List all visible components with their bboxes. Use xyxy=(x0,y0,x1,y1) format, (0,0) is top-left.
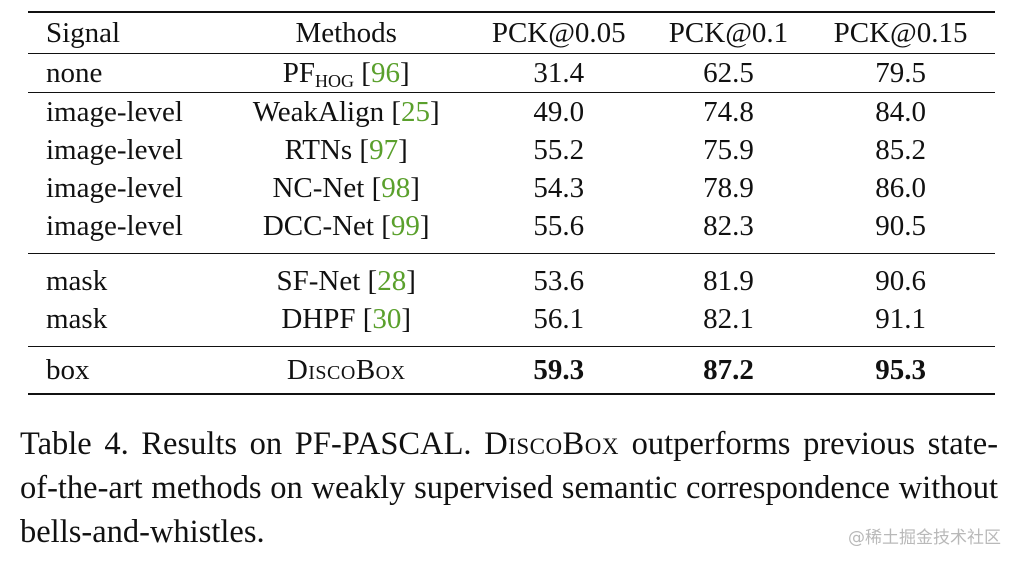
caption-prefix: Table 4. Results on PF-PASCAL. xyxy=(20,426,485,462)
citation-link[interactable]: 98 xyxy=(381,171,411,204)
header-signal: Signal xyxy=(28,11,226,54)
table-row: none PFHOG [96] 31.4 62.5 79.5 xyxy=(28,53,995,93)
table-row: image-level WeakAlign [25] 49.0 74.8 84.… xyxy=(28,92,995,131)
caption-method-name: DiscoBox xyxy=(484,426,619,462)
pck-015-cell: 90.6 xyxy=(806,253,995,300)
header-pck-01: PCK@0.1 xyxy=(650,11,807,54)
pck-015-cell: 95.3 xyxy=(806,346,995,395)
method-cell: WeakAlign [25] xyxy=(225,92,467,131)
table-row: image-level DCC-Net [99] 55.6 82.3 90.5 xyxy=(28,207,995,254)
table-row: image-level RTNs [97] 55.2 75.9 85.2 xyxy=(28,131,995,169)
method-cell: PFHOG [96] xyxy=(225,53,467,93)
signal-cell: mask xyxy=(28,253,226,300)
table-row: image-level NC-Net [98] 54.3 78.9 86.0 xyxy=(28,169,995,207)
method-cell: NC-Net [98] xyxy=(272,171,420,204)
method-cell: DHPF [30] xyxy=(281,302,412,335)
header-pck-005: PCK@0.05 xyxy=(466,11,651,54)
pck-01-cell: 62.5 xyxy=(650,53,807,93)
signal-cell: box xyxy=(28,346,226,395)
pck-005-cell: 53.6 xyxy=(466,253,651,300)
citation-link[interactable]: 30 xyxy=(372,302,402,335)
citation-link[interactable]: 99 xyxy=(390,209,420,242)
method-cell: RTNs [97] xyxy=(284,133,408,166)
citation-link[interactable]: 25 xyxy=(401,95,430,128)
pck-015-cell: 91.1 xyxy=(875,302,926,335)
table-header-row: Signal Methods PCK@0.05 PCK@0.1 PCK@0.15 xyxy=(28,11,995,54)
method-name: DCC-Net xyxy=(262,209,374,242)
signal-cell: image-level xyxy=(46,133,183,166)
citation-link[interactable]: 96 xyxy=(370,56,400,89)
pck-005-cell: 56.1 xyxy=(533,302,585,335)
citation-link[interactable]: 97 xyxy=(369,133,399,166)
pck-01-cell: 81.9 xyxy=(650,253,807,300)
pck-015-cell: 86.0 xyxy=(875,171,926,204)
signal-cell: image-level xyxy=(46,209,183,242)
pck-01-cell: 75.9 xyxy=(703,133,754,166)
signal-cell: image-level xyxy=(46,171,183,204)
pck-005-cell: 49.0 xyxy=(466,92,651,131)
caption-suffix: outperforms previous state-of-the-art me… xyxy=(20,426,999,550)
table-caption: Table 4. Results on PF-PASCAL. DiscoBox … xyxy=(20,422,998,554)
method-cell: DiscoBox xyxy=(225,346,467,395)
method-name: RTNs xyxy=(284,133,353,166)
method-cell: DCC-Net [99] xyxy=(262,209,430,242)
watermark: @稀土掘金技术社区 xyxy=(848,528,1001,548)
pck-01-cell: 82.1 xyxy=(703,302,754,335)
pck-01-cell: 87.2 xyxy=(650,346,807,395)
signal-cell: none xyxy=(28,53,226,93)
pck-005-cell: 55.6 xyxy=(533,209,585,242)
pck-005-cell: 55.2 xyxy=(533,133,585,166)
pck-015-cell: 84.0 xyxy=(806,92,995,131)
signal-cell: mask xyxy=(46,302,108,335)
pck-015-cell: 79.5 xyxy=(806,53,995,93)
pck-005-cell: 31.4 xyxy=(466,53,651,93)
table-row: mask SF-Net [28] 53.6 81.9 90.6 xyxy=(28,253,995,300)
method-name: SF-Net xyxy=(276,264,361,297)
method-name: NC-Net xyxy=(272,171,365,204)
pck-015-cell: 85.2 xyxy=(875,133,926,166)
pck-005-cell: 59.3 xyxy=(466,346,651,395)
citation-link[interactable]: 28 xyxy=(377,264,407,297)
pck-005-cell: 54.3 xyxy=(533,171,585,204)
header-methods: Methods xyxy=(225,11,467,54)
table-row-ours: box DiscoBox 59.3 87.2 95.3 xyxy=(28,346,995,395)
method-subscript: HOG xyxy=(315,70,355,91)
signal-cell: image-level xyxy=(28,92,226,131)
pck-01-cell: 74.8 xyxy=(650,92,807,131)
method-cell: SF-Net [28] xyxy=(225,253,467,300)
pck-015-cell: 90.5 xyxy=(875,209,926,242)
method-name: PF xyxy=(282,56,316,89)
pck-01-cell: 78.9 xyxy=(703,171,754,204)
header-pck-015: PCK@0.15 xyxy=(806,11,995,54)
pck-01-cell: 82.3 xyxy=(703,209,754,242)
method-name: WeakAlign xyxy=(252,95,385,128)
method-name: DHPF xyxy=(281,302,356,335)
results-table: Signal Methods PCK@0.05 PCK@0.1 PCK@0.15… xyxy=(28,11,995,395)
method-name: DiscoBox xyxy=(286,353,406,386)
results-table-container: Signal Methods PCK@0.05 PCK@0.1 PCK@0.15… xyxy=(28,11,995,395)
table-row: mask DHPF [30] 56.1 82.1 91.1 xyxy=(28,300,995,347)
